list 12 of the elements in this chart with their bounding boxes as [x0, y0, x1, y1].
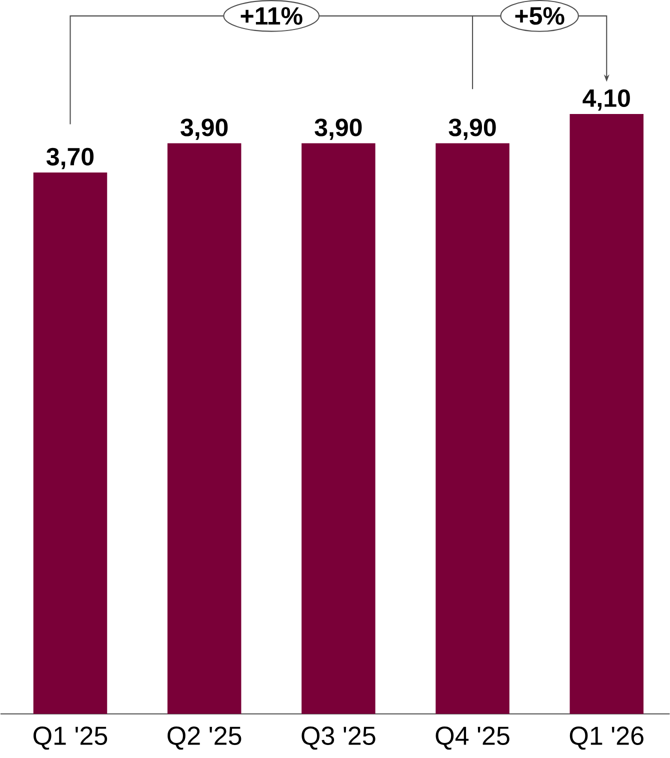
text: +11% — [240, 7, 302, 25]
x-tick-label: Q2 '25 — [168, 726, 242, 750]
data-label: 4,10 — [582, 89, 630, 111]
x-tick-label: Q1 '26 — [570, 726, 644, 750]
x-tick-label: Q3 '25 — [302, 726, 376, 750]
x-tick-label: Q1 '25 — [33, 726, 108, 750]
x-tick-label: Q4 '25 — [436, 726, 510, 750]
data-label: 3,90 — [448, 118, 496, 140]
text: +5% — [515, 7, 564, 25]
data-label: 3,90 — [180, 118, 228, 140]
data-label: 3,90 — [314, 118, 362, 140]
data-label: 3,70 — [46, 148, 94, 170]
